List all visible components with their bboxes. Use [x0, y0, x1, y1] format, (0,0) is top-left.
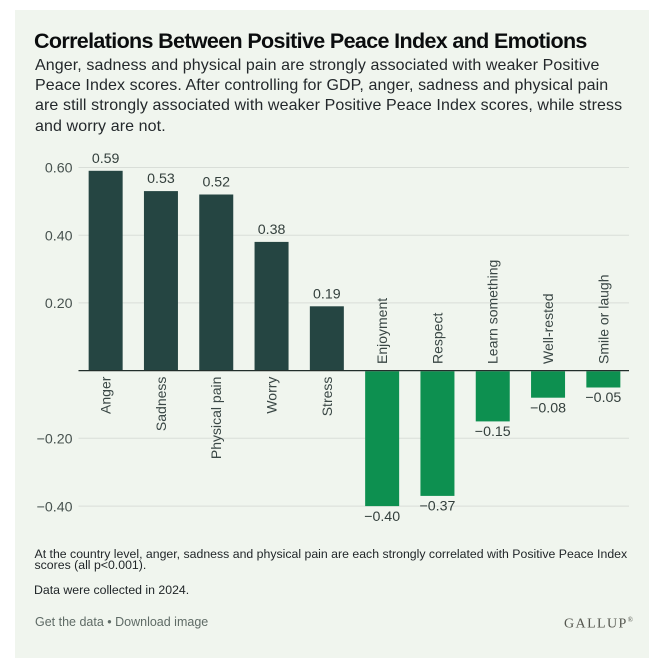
svg-text:Worry: Worry: [263, 377, 279, 414]
svg-text:Stress: Stress: [319, 377, 335, 417]
svg-text:−0.20: −0.20: [37, 432, 73, 448]
svg-text:0.20: 0.20: [45, 296, 73, 312]
svg-text:−0.37: −0.37: [419, 499, 455, 515]
svg-text:Anger: Anger: [98, 376, 114, 414]
svg-text:Sadness: Sadness: [153, 377, 169, 431]
svg-text:−0.08: −0.08: [530, 400, 566, 416]
svg-text:0.59: 0.59: [92, 151, 120, 167]
svg-text:0.19: 0.19: [313, 286, 341, 302]
svg-text:−0.05: −0.05: [585, 390, 621, 406]
svg-text:0.53: 0.53: [147, 171, 175, 187]
svg-text:0.38: 0.38: [258, 222, 286, 238]
svg-text:Smile or laugh: Smile or laugh: [595, 275, 611, 365]
svg-text:Learn something: Learn something: [485, 260, 501, 364]
svg-text:−0.40: −0.40: [364, 509, 400, 525]
svg-text:0.52: 0.52: [202, 175, 230, 191]
svg-text:0.40: 0.40: [45, 228, 73, 244]
svg-text:Well-rested: Well-rested: [540, 293, 556, 364]
svg-text:−0.40: −0.40: [37, 499, 73, 515]
svg-text:−0.15: −0.15: [475, 424, 511, 440]
svg-text:Enjoyment: Enjoyment: [374, 298, 390, 364]
svg-text:Respect: Respect: [429, 313, 445, 364]
svg-text:Physical pain: Physical pain: [208, 377, 224, 460]
svg-text:0.60: 0.60: [45, 161, 73, 177]
